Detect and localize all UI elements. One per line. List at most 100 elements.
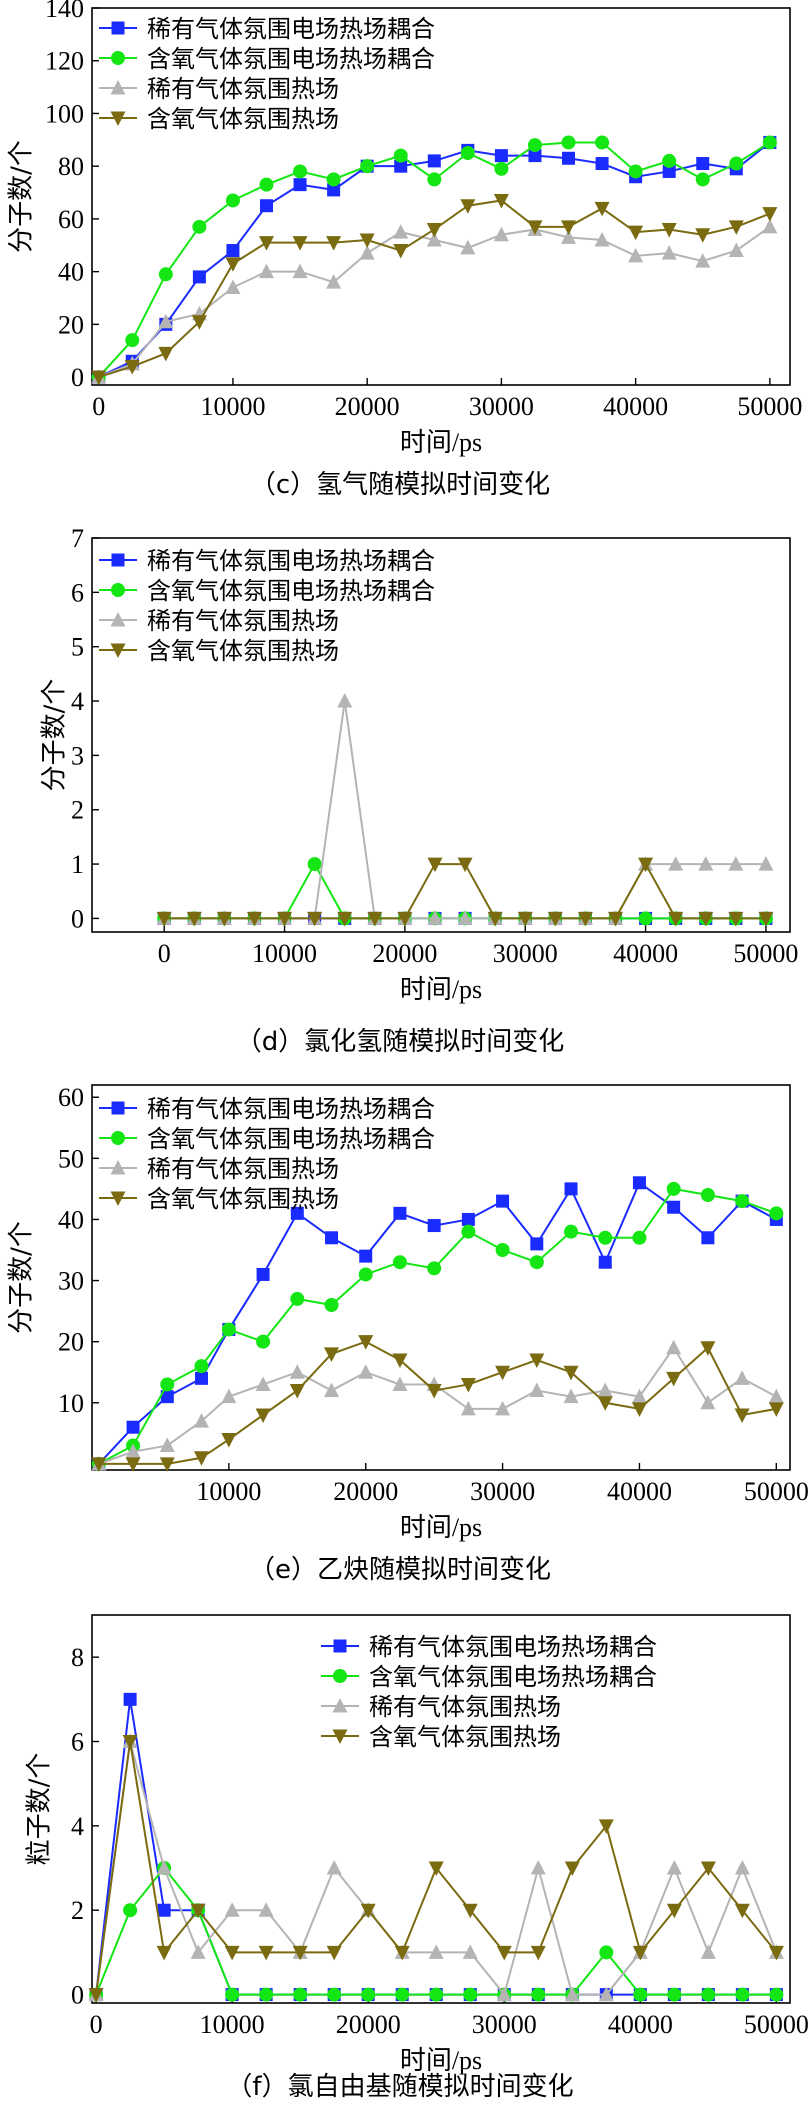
chart-panel: 0 10000 20000 30000 40000 50000 0 20 40 60 80 100 12… — [7, 0, 803, 500]
data-point — [460, 1377, 476, 1393]
y-tick-label: 20 — [58, 1328, 84, 1357]
data-point — [292, 1945, 308, 1961]
data-point — [561, 229, 577, 244]
data-point — [224, 1902, 240, 1917]
y-tick-label: 7 — [71, 524, 84, 553]
data-point — [259, 236, 274, 251]
data-point — [191, 315, 207, 330]
data-point — [224, 1945, 240, 1961]
legend-label: 稀有气体氛围电场热场耦合 — [369, 1633, 657, 1661]
data-point — [289, 1364, 305, 1379]
x-tick-label: 50000 — [744, 1477, 809, 1506]
data-point — [695, 172, 710, 187]
y-tick-label: 60 — [58, 1083, 84, 1112]
y-tick-label: 40 — [58, 258, 84, 287]
data-point — [530, 1945, 546, 1961]
data-point — [158, 267, 173, 282]
data-point — [290, 1206, 304, 1220]
data-point — [562, 151, 576, 165]
series-3 — [91, 218, 778, 384]
data-point — [221, 1388, 237, 1404]
chart-panel: 0 10000 20000 30000 40000 50000 0 1 2 3 4 5 6 7 时间/ps 分… — [40, 524, 799, 1057]
data-point — [769, 1987, 784, 2002]
data-point — [326, 236, 342, 251]
data-point — [359, 233, 375, 248]
legend-marker — [111, 1131, 125, 1145]
data-point — [463, 1987, 478, 2002]
legend-marker — [110, 643, 126, 658]
data-point — [159, 1437, 175, 1453]
data-point — [256, 1267, 270, 1281]
data-point — [359, 1249, 373, 1263]
x-tick-label: 20000 — [335, 392, 400, 421]
data-point — [192, 219, 207, 234]
data-point — [666, 1903, 682, 1919]
data-point — [395, 1987, 410, 2002]
data-point — [427, 910, 443, 925]
data-point — [628, 164, 643, 179]
data-point — [393, 224, 409, 239]
chart-caption: （c）氢气随模拟时间变化 — [250, 470, 550, 500]
data-point — [666, 1181, 681, 1196]
legend-marker — [110, 1160, 126, 1175]
data-point — [547, 911, 563, 927]
x-tick-label: 30000 — [470, 1477, 535, 1506]
data-point — [324, 1382, 340, 1398]
chart-panel: 10000 20000 30000 40000 50000 10 20 30 40 50 60 时间/… — [7, 1083, 809, 1585]
data-point — [158, 346, 174, 362]
y-tick-label: 60 — [58, 205, 84, 234]
data-point — [564, 1224, 579, 1239]
data-point — [758, 856, 774, 871]
data-point — [594, 232, 610, 247]
data-point — [666, 1339, 682, 1355]
series-1 — [92, 1176, 783, 1471]
data-point — [494, 161, 509, 176]
data-point — [594, 201, 610, 217]
data-point — [598, 1986, 614, 2002]
data-point — [495, 1243, 510, 1257]
data-point — [493, 193, 509, 209]
data-point — [88, 1988, 104, 2003]
data-point — [428, 1861, 444, 1877]
legend-label: 含氧气体氛围电场热场耦合 — [147, 45, 435, 73]
legend-marker — [332, 1729, 348, 1744]
series-4 — [91, 193, 778, 386]
legend-marker — [333, 1669, 347, 1683]
data-point — [126, 1420, 140, 1434]
data-point — [728, 911, 744, 927]
data-point — [186, 911, 202, 927]
data-point — [564, 1861, 580, 1877]
data-point — [226, 244, 240, 258]
series-line — [164, 862, 766, 920]
series-3 — [156, 693, 774, 925]
data-point — [729, 156, 744, 171]
y-tick-label: 80 — [58, 152, 84, 181]
series-3 — [91, 1339, 784, 1471]
x-tick-label: 10000 — [252, 939, 317, 968]
data-point — [397, 911, 413, 927]
data-point — [457, 857, 473, 873]
plot-frame — [91, 537, 791, 933]
plot-frame — [91, 1084, 791, 1471]
data-point — [361, 1987, 376, 2002]
data-point — [259, 177, 274, 192]
data-point — [293, 1987, 308, 2002]
data-point — [426, 1384, 442, 1399]
data-point — [758, 911, 774, 927]
legend-label: 稀有气体氛围热场 — [147, 1155, 339, 1183]
data-point — [225, 257, 241, 272]
x-tick-label: 20000 — [333, 1477, 398, 1506]
x-tick-label: 40000 — [613, 939, 678, 968]
data-point — [563, 1388, 579, 1404]
chart-caption: （e）乙炔随模拟时间变化 — [249, 1555, 551, 1585]
data-point — [258, 1945, 274, 1961]
data-point — [194, 1359, 209, 1374]
data-point — [460, 239, 476, 255]
data-point — [701, 1987, 716, 2002]
data-point — [290, 1291, 305, 1306]
data-point — [667, 1987, 682, 2002]
data-point — [156, 911, 172, 927]
data-point — [700, 1188, 715, 1202]
